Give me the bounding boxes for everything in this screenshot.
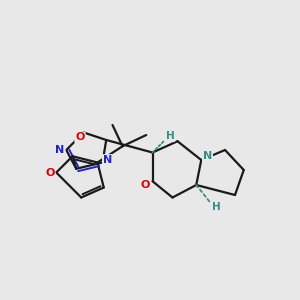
Text: H: H [212, 202, 220, 212]
Text: N: N [103, 155, 112, 165]
Text: O: O [140, 180, 150, 190]
Text: N: N [56, 145, 64, 155]
Text: H: H [166, 131, 174, 141]
Text: O: O [45, 167, 55, 178]
Text: O: O [75, 133, 85, 142]
Text: N: N [203, 151, 212, 161]
